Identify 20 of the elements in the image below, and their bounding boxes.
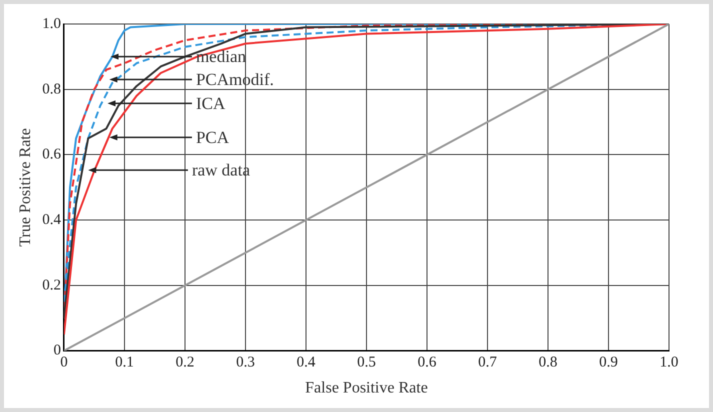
x-tick-label: 0.6 [418, 354, 437, 371]
x-tick-label: 0.8 [538, 354, 558, 371]
x-tick-label: 0.2 [176, 354, 194, 371]
x-tick-label: 0.5 [357, 354, 376, 371]
y-tick-label: 1.0 [42, 16, 61, 32]
x-tick-label: 0.7 [478, 354, 498, 371]
x-tick-label: 1.0 [660, 354, 678, 371]
y-tick-label: 0 [53, 342, 61, 359]
y-tick-label: 0.4 [42, 212, 62, 228]
x-tick-label: 0.4 [296, 354, 316, 371]
annotation: ICA [196, 94, 226, 113]
x-tick-label: 0.9 [599, 354, 618, 371]
y-tick-label: 0.8 [42, 81, 61, 98]
x-tick-label: 0.3 [236, 354, 255, 371]
y-tick-label: 0.2 [42, 277, 61, 294]
y-tick-label: 0.6 [42, 146, 62, 163]
x-axis-title: False Positive Rate [305, 380, 428, 397]
x-tick-label: 0.1 [115, 354, 134, 371]
annotation: PCA [196, 128, 230, 147]
y-axis-title: True Positive Rate [16, 128, 34, 247]
